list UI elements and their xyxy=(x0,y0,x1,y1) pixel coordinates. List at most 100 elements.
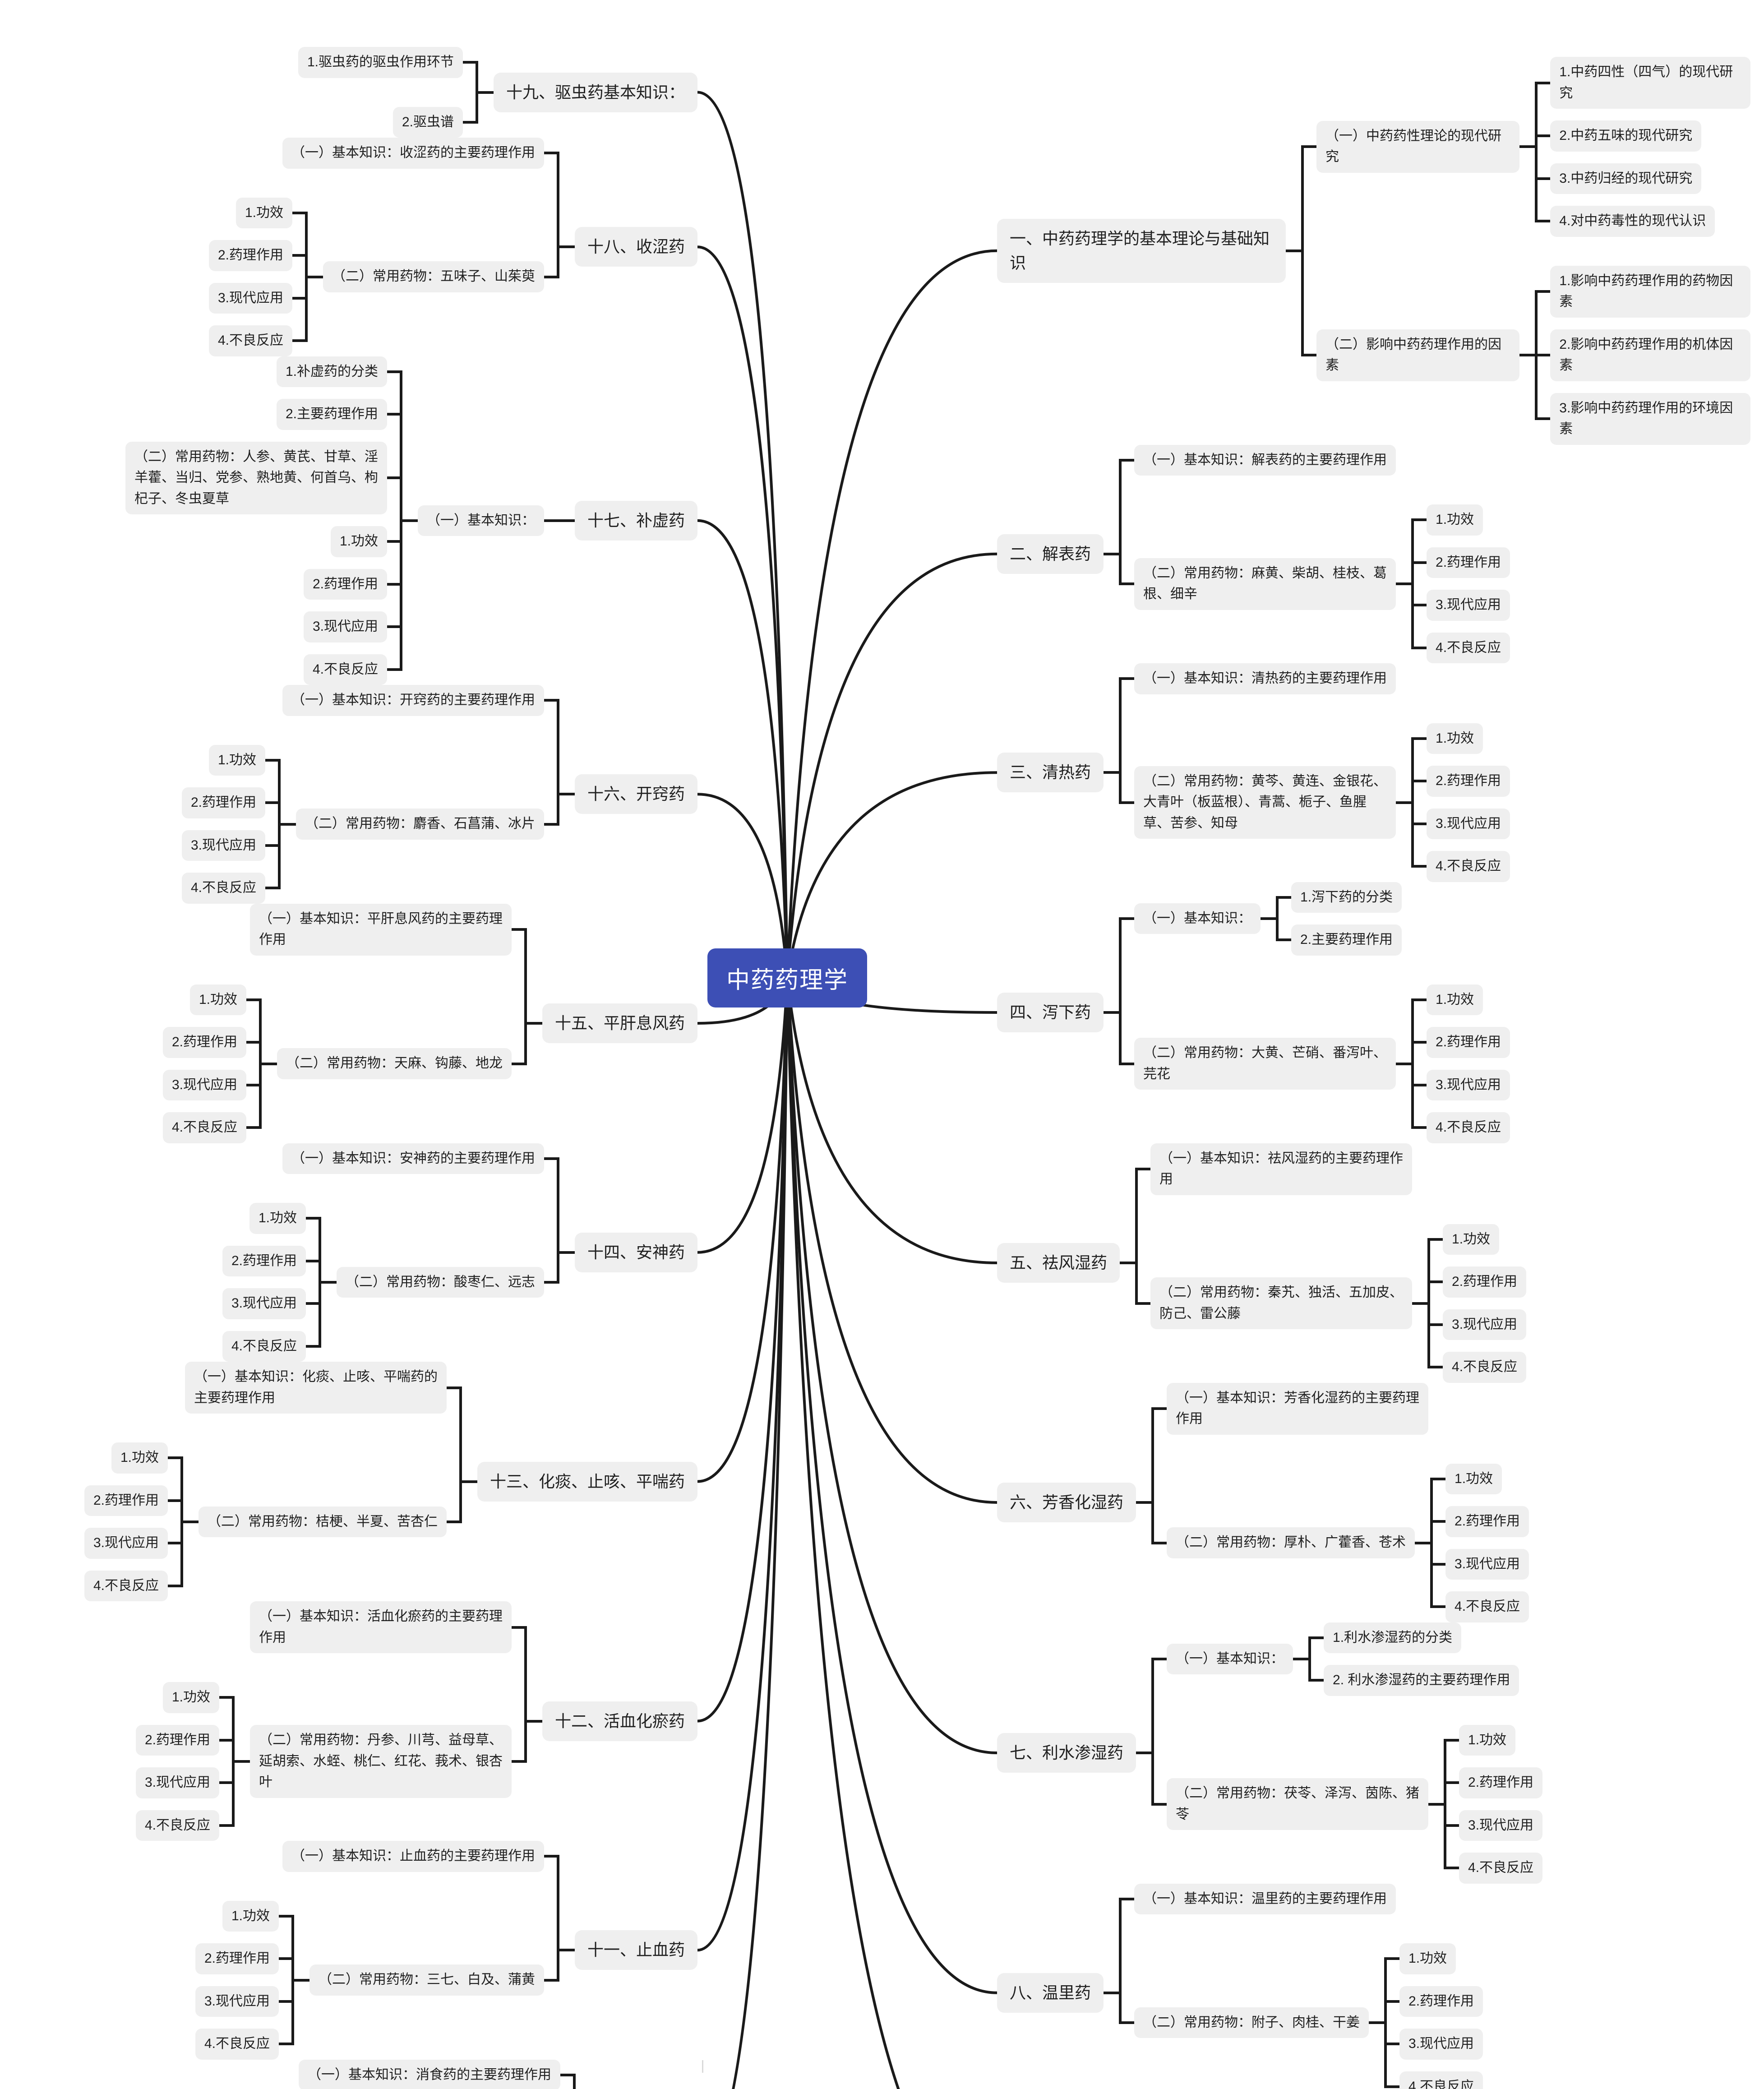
topic-node[interactable]: 2.药理作用 xyxy=(181,787,265,818)
topic-node[interactable]: 4.不良反应 xyxy=(1399,2071,1483,2089)
topic-node[interactable]: （二）常用药物：丹参、川芎、益母草、延胡索、水蛭、桃仁、红花、莪术、银杏叶 xyxy=(249,1725,512,1798)
topic-node[interactable]: 3.现代应用 xyxy=(135,1767,219,1798)
topic-node[interactable]: 2.药理作用 xyxy=(195,1943,279,1974)
topic-node[interactable]: （二）常用药物：麝香、石菖蒲、冰片 xyxy=(296,809,544,840)
topic-node[interactable]: 2.主要药理作用 xyxy=(1291,924,1402,956)
topic-node[interactable]: 3.现代应用 xyxy=(1445,1548,1529,1580)
topic-node[interactable]: 4.对中药毒性的现代认识 xyxy=(1550,206,1715,237)
topic-node[interactable]: 4.不良反应 xyxy=(1445,1591,1529,1622)
topic-node[interactable]: 2.药理作用 xyxy=(208,240,292,271)
branch-node[interactable]: 十三、化痰、止咳、平喘药 xyxy=(477,1461,697,1502)
branch-node[interactable]: 二、解表药 xyxy=(997,534,1104,574)
branch-node[interactable]: 十六、开窍药 xyxy=(574,774,697,814)
topic-node[interactable]: （二）常用药物：秦艽、独活、五加皮、防己、雷公藤 xyxy=(1150,1277,1413,1329)
topic-node[interactable]: 2.药理作用 xyxy=(1427,547,1510,578)
topic-node[interactable]: （二）常用药物：三七、白及、蒲黄 xyxy=(309,1964,544,1996)
topic-node[interactable]: 4.不良反应 xyxy=(222,1331,306,1362)
topic-node[interactable]: 3.现代应用 xyxy=(195,1986,279,2017)
topic-node[interactable]: （二）常用药物：麻黄、柴胡、桂枝、葛根、细辛 xyxy=(1134,558,1396,610)
topic-node[interactable]: 1.功效 xyxy=(208,744,265,776)
topic-node[interactable]: 4.不良反应 xyxy=(195,2029,279,2060)
topic-node[interactable]: 1.功效 xyxy=(1459,1724,1516,1756)
topic-node[interactable]: 2.影响中药药理作用的机体因素 xyxy=(1550,329,1750,381)
topic-node[interactable]: 1.影响中药药理作用的药物因素 xyxy=(1550,265,1750,318)
branch-node[interactable]: 十四、安神药 xyxy=(574,1232,697,1272)
topic-node[interactable]: 2.药理作用 xyxy=(1443,1266,1527,1298)
branch-node[interactable]: 四、泻下药 xyxy=(997,993,1104,1032)
topic-node[interactable]: 4.不良反应 xyxy=(1427,851,1510,882)
topic-node[interactable]: 2.药理作用 xyxy=(1399,1986,1483,2017)
topic-node[interactable]: （二）常用药物：大黄、芒硝、番泻叶、芫花 xyxy=(1134,1038,1396,1090)
topic-node[interactable]: 3.现代应用 xyxy=(181,830,265,861)
topic-node[interactable]: 3.现代应用 xyxy=(1427,590,1510,621)
topic-node[interactable]: （一）基本知识： xyxy=(417,505,544,536)
central-topic[interactable]: 中药药理学 xyxy=(707,948,868,1008)
topic-node[interactable]: 2.主要药理作用 xyxy=(276,399,387,430)
branch-node[interactable]: 十一、止血药 xyxy=(574,1930,697,1970)
branch-node[interactable]: 七、利水渗湿药 xyxy=(997,1733,1136,1773)
topic-node[interactable]: 2.药理作用 xyxy=(303,568,387,600)
branch-node[interactable]: 十八、收涩药 xyxy=(574,227,697,267)
topic-node[interactable]: （二）常用药物：桔梗、半夏、苦杏仁 xyxy=(198,1506,447,1538)
topic-node[interactable]: （二）常用药物：人参、黄芪、甘草、淫羊藿、当归、党参、熟地黄、何首乌、枸杞子、冬… xyxy=(125,441,387,514)
topic-node[interactable]: 1.功效 xyxy=(1399,1943,1456,1974)
topic-node[interactable]: 4.不良反应 xyxy=(208,325,292,356)
topic-node[interactable]: 4.不良反应 xyxy=(84,1570,168,1601)
topic-node[interactable]: 4.不良反应 xyxy=(1459,1853,1543,1884)
topic-node[interactable]: 2.中药五味的现代研究 xyxy=(1550,120,1702,152)
topic-node[interactable]: 4.不良反应 xyxy=(181,873,265,904)
topic-node[interactable]: 1.功效 xyxy=(1427,984,1483,1015)
topic-node[interactable]: 1.功效 xyxy=(249,1203,306,1234)
topic-node[interactable]: 4.不良反应 xyxy=(1427,632,1510,663)
topic-node[interactable]: 1.功效 xyxy=(111,1442,168,1474)
topic-node[interactable]: 1.泻下药的分类 xyxy=(1291,882,1402,913)
topic-node[interactable]: （一）基本知识：温里药的主要药理作用 xyxy=(1134,1883,1396,1914)
topic-node[interactable]: 1.功效 xyxy=(189,984,246,1015)
topic-node[interactable]: （二）常用药物：黄芩、黄连、金银花、大青叶（板蓝根）、青蒿、栀子、鱼腥草、苦参、… xyxy=(1134,766,1396,839)
topic-node[interactable]: 3.现代应用 xyxy=(162,1069,246,1100)
topic-node[interactable]: 1.功效 xyxy=(236,197,292,228)
topic-node[interactable]: 2.药理作用 xyxy=(1445,1506,1529,1537)
topic-node[interactable]: （二）常用药物：酸枣仁、远志 xyxy=(336,1266,544,1298)
topic-node[interactable]: （一）基本知识：活血化瘀药的主要药理作用 xyxy=(249,1601,512,1653)
topic-node[interactable]: 3.中药归经的现代研究 xyxy=(1550,163,1702,194)
branch-node[interactable]: 十七、补虚药 xyxy=(574,500,697,541)
topic-node[interactable]: （一）基本知识：清热药的主要药理作用 xyxy=(1134,663,1396,694)
topic-node[interactable]: 2.药理作用 xyxy=(135,1724,219,1756)
topic-node[interactable]: 1.功效 xyxy=(330,526,387,557)
topic-node[interactable]: （二）常用药物：附子、肉桂、干姜 xyxy=(1134,2007,1369,2038)
topic-node[interactable]: （一）基本知识：消食药的主要药理作用 xyxy=(298,2059,560,2089)
branch-node[interactable]: 六、芳香化湿药 xyxy=(997,1483,1136,1522)
topic-node[interactable]: 1.功效 xyxy=(222,1900,279,1932)
topic-node[interactable]: 2.药理作用 xyxy=(222,1245,306,1276)
branch-node[interactable]: 一、中药药理学的基本理论与基础知识 xyxy=(997,218,1286,283)
topic-node[interactable]: 4.不良反应 xyxy=(1427,1112,1510,1143)
topic-node[interactable]: 2. 利水渗湿药的主要药理作用 xyxy=(1324,1665,1519,1696)
topic-node[interactable]: （一）基本知识：化痰、止咳、平喘药的主要药理作用 xyxy=(185,1362,447,1414)
branch-node[interactable]: 十二、活血化瘀药 xyxy=(542,1701,697,1741)
branch-node[interactable]: 五、祛风湿药 xyxy=(997,1243,1120,1283)
topic-node[interactable]: 3.现代应用 xyxy=(1399,2029,1483,2060)
branch-node[interactable]: 八、温里药 xyxy=(997,1973,1104,2013)
topic-node[interactable]: 4.不良反应 xyxy=(135,1810,219,1841)
topic-node[interactable]: 4.不良反应 xyxy=(1443,1352,1527,1383)
topic-node[interactable]: 2.药理作用 xyxy=(84,1485,168,1516)
topic-node[interactable]: 2.药理作用 xyxy=(162,1027,246,1058)
topic-node[interactable]: （一）基本知识：收涩药的主要药理作用 xyxy=(282,138,544,169)
topic-node[interactable]: （二）常用药物：厚朴、广藿香、苍术 xyxy=(1167,1527,1415,1558)
topic-node[interactable]: （一）基本知识： xyxy=(1167,1643,1293,1675)
branch-node[interactable]: 十五、平肝息风药 xyxy=(542,1003,697,1043)
topic-node[interactable]: 3.现代应用 xyxy=(1427,808,1510,839)
topic-node[interactable]: （一）基本知识： xyxy=(1134,903,1261,934)
topic-node[interactable]: （二）影响中药药理作用的因素 xyxy=(1316,329,1520,381)
topic-node[interactable]: （一）基本知识：开窍药的主要药理作用 xyxy=(282,685,544,716)
topic-node[interactable]: 1.驱虫药的驱虫作用环节 xyxy=(298,47,463,78)
topic-node[interactable]: （一）基本知识：平肝息风药的主要药理作用 xyxy=(249,903,512,956)
topic-node[interactable]: （二）常用药物：五味子、山茱萸 xyxy=(323,261,544,292)
topic-node[interactable]: （一）基本知识：止血药的主要药理作用 xyxy=(282,1841,544,1872)
topic-node[interactable]: （一）基本知识：安神药的主要药理作用 xyxy=(282,1143,544,1174)
topic-node[interactable]: 3.现代应用 xyxy=(1459,1810,1543,1841)
topic-node[interactable]: 3.现代应用 xyxy=(1427,1069,1510,1100)
topic-node[interactable]: （一）基本知识：祛风湿药的主要药理作用 xyxy=(1150,1143,1413,1195)
topic-node[interactable]: （二）常用药物：天麻、钩藤、地龙 xyxy=(277,1048,512,1079)
